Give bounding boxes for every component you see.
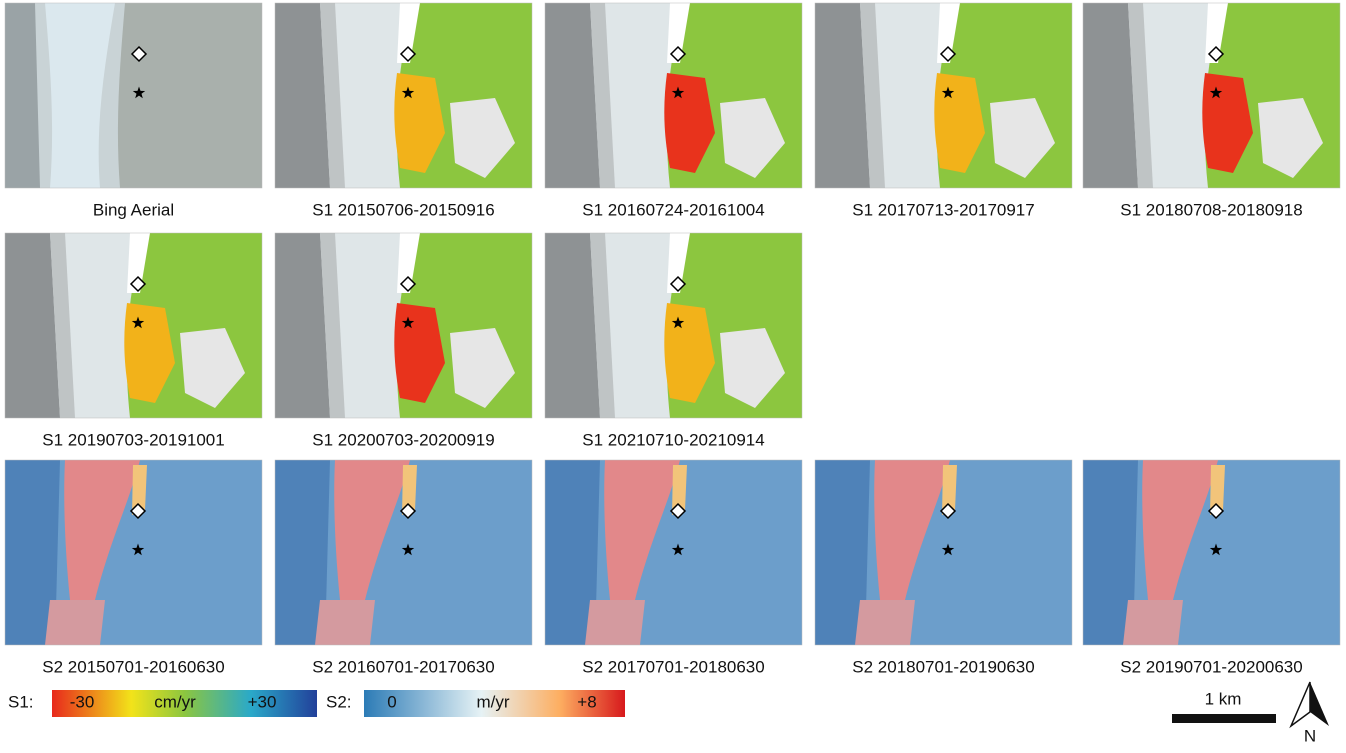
panel-caption: Bing Aerial: [93, 200, 174, 219]
panel-caption: S1 20210710-20210914: [582, 430, 764, 449]
s2-unit: m/yr: [476, 692, 509, 711]
map-image: [1083, 3, 1340, 188]
map-image: [815, 460, 1072, 645]
map-image: [5, 3, 262, 188]
map-image: [5, 460, 262, 645]
panel: S1 20210710-20210914: [545, 233, 802, 449]
panel-caption: S2 20180701-20190630: [852, 657, 1034, 676]
panel-caption: S1 20150706-20150916: [312, 200, 494, 219]
panel: Bing Aerial: [5, 3, 262, 219]
panel: S1 20150706-20150916: [275, 3, 532, 219]
panel: S2 20190701-20200630: [1083, 460, 1340, 676]
pink-lower: [45, 600, 105, 645]
pink-lower: [855, 600, 915, 645]
pink-lower: [1123, 600, 1183, 645]
s1-min: -30: [70, 692, 95, 711]
north-arrow: N: [1291, 682, 1329, 745]
map-image: [545, 233, 802, 418]
panel-caption: S1 20160724-20161004: [582, 200, 764, 219]
north-label: N: [1304, 726, 1316, 745]
panel: S2 20150701-20160630: [5, 460, 262, 676]
scale-bar: 1 km: [1172, 689, 1276, 723]
panel: S1 20200703-20200919: [275, 233, 532, 449]
rock-dark: [5, 3, 40, 188]
map-image: [545, 3, 802, 188]
panel: S1 20190703-20191001: [5, 233, 262, 449]
pink-lower: [315, 600, 375, 645]
s1-label: S1:: [8, 692, 34, 711]
panel: S2 20160701-20170630: [275, 460, 532, 676]
panel: S1 20170713-20170917: [815, 3, 1072, 219]
map-image: [275, 3, 532, 188]
scale-label: 1 km: [1205, 689, 1242, 708]
panel-caption: S2 20190701-20200630: [1120, 657, 1302, 676]
panel: S2 20170701-20180630: [545, 460, 802, 676]
s2-label: S2:: [326, 692, 352, 711]
s1-max: +30: [248, 692, 277, 711]
s2-min: 0: [387, 692, 396, 711]
legend: S1: -30 cm/yr +30 S2: 0 m/yr +8: [8, 690, 625, 717]
map-image: [275, 460, 532, 645]
panel-caption: S1 20170713-20170917: [852, 200, 1034, 219]
panel-caption: S1 20190703-20191001: [42, 430, 224, 449]
map-image: [5, 233, 262, 418]
panel-caption: S2 20160701-20170630: [312, 657, 494, 676]
panel-caption: S2 20150701-20160630: [42, 657, 224, 676]
panel-caption: S2 20170701-20180630: [582, 657, 764, 676]
figure: S1: -30 cm/yr +30 S2: 0 m/yr +8 1 km N B…: [0, 0, 1346, 748]
map-image: [545, 460, 802, 645]
panel: S1 20180708-20180918: [1083, 3, 1340, 219]
s1-unit: cm/yr: [154, 692, 196, 711]
s2-max: +8: [577, 692, 596, 711]
pink-lower: [585, 600, 645, 645]
map-image: [275, 233, 532, 418]
panel: S1 20160724-20161004: [545, 3, 802, 219]
panel: S2 20180701-20190630: [815, 460, 1072, 676]
map-image: [815, 3, 1072, 188]
map-image: [1083, 460, 1340, 645]
panel-caption: S1 20180708-20180918: [1120, 200, 1302, 219]
panel-caption: S1 20200703-20200919: [312, 430, 494, 449]
scale-rect: [1172, 714, 1276, 723]
